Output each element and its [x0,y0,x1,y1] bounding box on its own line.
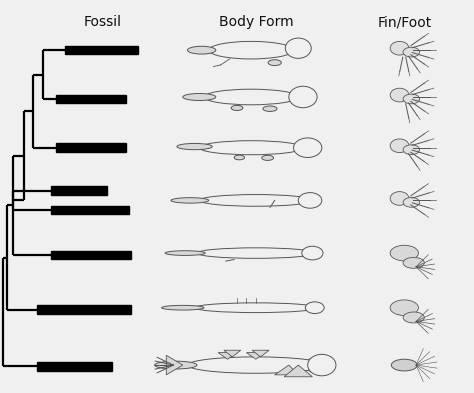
Ellipse shape [308,354,336,376]
Bar [51,206,128,215]
Ellipse shape [262,155,273,160]
Bar [55,95,126,103]
Ellipse shape [390,139,409,152]
Ellipse shape [392,359,417,371]
Ellipse shape [403,47,419,57]
Ellipse shape [390,88,409,102]
Ellipse shape [204,89,298,105]
Bar [51,186,108,195]
Ellipse shape [390,300,419,316]
Bar [36,362,112,371]
Ellipse shape [403,257,424,268]
Polygon shape [284,365,312,377]
Ellipse shape [188,357,324,373]
Ellipse shape [403,94,419,104]
Ellipse shape [155,361,197,369]
Ellipse shape [403,145,419,154]
Ellipse shape [197,248,315,258]
FancyArrowPatch shape [226,259,234,261]
Ellipse shape [293,138,322,158]
Text: Fin/Foot: Fin/Foot [377,15,431,29]
Ellipse shape [285,38,311,59]
Polygon shape [246,353,265,359]
Ellipse shape [199,195,312,206]
Ellipse shape [195,303,317,312]
Bar [55,143,126,152]
Ellipse shape [302,246,323,260]
Ellipse shape [162,362,199,368]
Polygon shape [166,355,183,375]
Ellipse shape [192,359,319,371]
Ellipse shape [183,94,216,101]
Ellipse shape [390,41,409,55]
Ellipse shape [390,245,419,261]
Ellipse shape [165,251,205,255]
Ellipse shape [263,106,277,112]
Polygon shape [218,353,237,359]
Ellipse shape [298,193,322,208]
Polygon shape [252,350,269,357]
Text: Fossil: Fossil [84,15,122,29]
Bar [36,305,131,314]
Bar [65,46,138,55]
Polygon shape [275,365,298,375]
Ellipse shape [305,302,324,314]
Ellipse shape [199,141,303,155]
Text: Body Form: Body Form [219,15,293,29]
Ellipse shape [177,143,212,150]
Ellipse shape [268,60,281,66]
Polygon shape [224,350,241,357]
Ellipse shape [403,312,424,323]
Ellipse shape [289,86,317,108]
Bar [51,251,131,259]
Ellipse shape [231,105,243,110]
Ellipse shape [403,197,419,207]
Ellipse shape [390,192,409,205]
Ellipse shape [171,198,209,203]
Ellipse shape [209,41,293,59]
Ellipse shape [188,46,216,54]
Ellipse shape [305,357,329,373]
Ellipse shape [162,305,204,310]
Ellipse shape [234,155,245,160]
